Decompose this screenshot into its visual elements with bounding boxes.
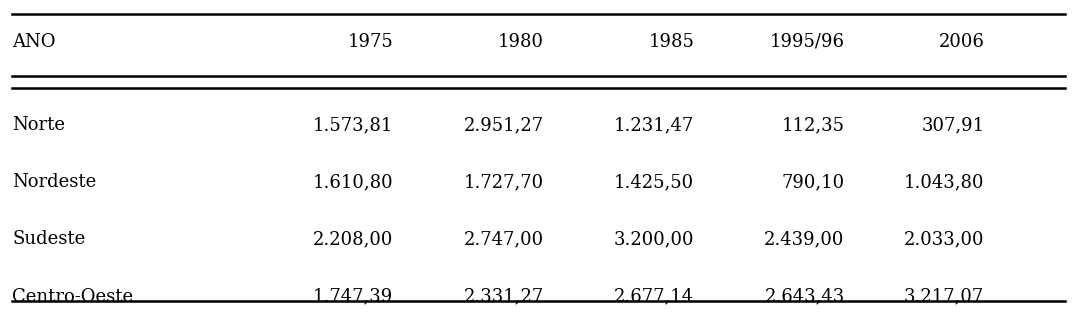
Text: 2.033,00: 2.033,00 bbox=[904, 231, 984, 248]
Text: 2006: 2006 bbox=[938, 32, 984, 51]
Text: 2.439,00: 2.439,00 bbox=[765, 231, 844, 248]
Text: 2.331,27: 2.331,27 bbox=[463, 288, 544, 306]
Text: 1975: 1975 bbox=[348, 32, 393, 51]
Text: 3.200,00: 3.200,00 bbox=[614, 231, 695, 248]
Text: ANO: ANO bbox=[12, 32, 56, 51]
Text: 1.043,80: 1.043,80 bbox=[904, 173, 984, 191]
Text: 112,35: 112,35 bbox=[782, 116, 844, 134]
Text: Norte: Norte bbox=[12, 116, 65, 134]
Text: 307,91: 307,91 bbox=[921, 116, 984, 134]
Text: 1.425,50: 1.425,50 bbox=[614, 173, 695, 191]
Text: 2.208,00: 2.208,00 bbox=[313, 231, 393, 248]
Text: 1.573,81: 1.573,81 bbox=[313, 116, 393, 134]
Text: 2.747,00: 2.747,00 bbox=[464, 231, 544, 248]
Text: 790,10: 790,10 bbox=[782, 173, 844, 191]
Text: 1.727,70: 1.727,70 bbox=[464, 173, 544, 191]
Text: 3.217,07: 3.217,07 bbox=[904, 288, 984, 306]
Text: Centro-Oeste: Centro-Oeste bbox=[12, 288, 134, 306]
Text: 1.610,80: 1.610,80 bbox=[312, 173, 393, 191]
Text: 1980: 1980 bbox=[498, 32, 544, 51]
Text: 1995/96: 1995/96 bbox=[770, 32, 844, 51]
Text: 1.747,39: 1.747,39 bbox=[313, 288, 393, 306]
Text: Sudeste: Sudeste bbox=[12, 231, 85, 248]
Text: 1.231,47: 1.231,47 bbox=[614, 116, 695, 134]
Text: Nordeste: Nordeste bbox=[12, 173, 96, 191]
Text: 2.643,43: 2.643,43 bbox=[765, 288, 844, 306]
Text: 2.677,14: 2.677,14 bbox=[614, 288, 695, 306]
Text: 1985: 1985 bbox=[648, 32, 695, 51]
Text: 2.951,27: 2.951,27 bbox=[464, 116, 544, 134]
